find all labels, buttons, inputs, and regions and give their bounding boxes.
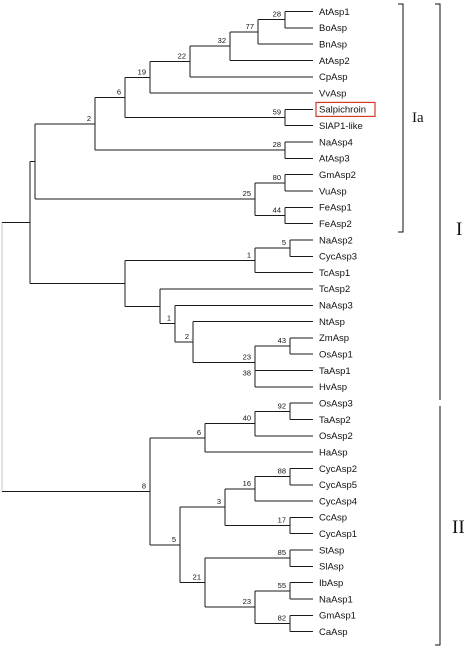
- bootstrap-stsl: 85: [278, 548, 286, 557]
- leaf-label-osasp2: OsAsp2: [319, 431, 353, 442]
- bootstrap-tocp: 22: [178, 51, 186, 60]
- leaf-label-haasp: HaAsp: [319, 447, 348, 458]
- leaf-label-gmasp2: GmAsp2: [319, 170, 356, 181]
- bootstrap-gmca: 82: [278, 614, 286, 623]
- bootstrap-gmvufe: 25: [243, 189, 251, 198]
- leaf-label-slap1-like: SlAP1-like: [319, 121, 363, 132]
- bootstrap-atbobn: 77: [246, 22, 254, 31]
- leaf-label-ntasp: NtAsp: [319, 317, 345, 328]
- leaf-label-naasp4: NaAsp4: [319, 137, 353, 148]
- bootstrap-atbo: 28: [273, 10, 281, 19]
- leaf-label-feasp1: FeAsp1: [319, 203, 352, 214]
- leaf-label-salpichroin: Salpichroin: [319, 105, 366, 116]
- leaf-label-osasp3: OsAsp3: [319, 398, 353, 409]
- leaf-label-cpasp: CpAsp: [319, 72, 348, 83]
- clade-label-I: I: [456, 219, 462, 240]
- bootstrap-tovv: 19: [138, 67, 146, 76]
- bracket-Ia: [398, 3, 404, 233]
- leaf-label-gmasp1: GmAsp1: [319, 611, 356, 622]
- leaf-label-ccasp: CcAsp: [319, 513, 347, 524]
- leaf-label-vuasp: VuAsp: [319, 186, 347, 197]
- bootstrap-toha: 6: [197, 428, 201, 437]
- leaf-label-cycasp4: CycAsp4: [319, 496, 357, 507]
- bootstrap-n21: 21: [193, 573, 201, 582]
- bootstrap-gmvu: 80: [273, 173, 281, 182]
- leaf-label-tcasp2: TcAsp2: [319, 284, 350, 295]
- bootstrap-naat: 28: [273, 140, 281, 149]
- bootstrap-n5: 5: [172, 535, 176, 544]
- bootstrap-zm23: 23: [243, 352, 251, 361]
- bootstrap-cyc25: 88: [278, 467, 286, 476]
- bootstrap-ibna: 55: [278, 581, 286, 590]
- bootstrap-ostaos: 40: [243, 414, 251, 423]
- leaf-label-ibasp: IbAsp: [319, 578, 343, 589]
- leaf-label-cycasp2: CycAsp2: [319, 464, 357, 475]
- highlight-box: [315, 101, 376, 118]
- leaf-label-atasp3: AtAsp3: [319, 154, 350, 165]
- leaf-label-naasp3: NaAsp3: [319, 301, 353, 312]
- leaf-label-taasp2: TaAsp2: [319, 415, 351, 426]
- bootstrap-cyc3: 3: [217, 497, 221, 506]
- bracket-II: [435, 406, 441, 646]
- leaf-label-naasp2: NaAsp2: [319, 235, 353, 246]
- bootstrap-tosal: 6: [117, 87, 121, 96]
- leaf-label-bnasp: BnAsp: [319, 39, 347, 50]
- bootstrap-n23: 23: [243, 597, 251, 606]
- leaf-label-slasp: SlAsp: [319, 562, 344, 573]
- bootstrap-n8: 8: [142, 481, 146, 490]
- bootstrap-fe: 44: [273, 206, 281, 215]
- bootstrap-labels: 2619223277285928258044151223433886409253…: [87, 10, 286, 623]
- clade-label-Ia: Ia: [412, 110, 424, 126]
- leaf-label-vvasp: VvAsp: [319, 88, 346, 99]
- bracket-I: [435, 3, 441, 400]
- leaf-label-cycasp1: CycAsp1: [319, 529, 357, 540]
- leaf-label-feasp2: FeAsp2: [319, 219, 352, 230]
- bootstrap-totc1: 1: [247, 250, 251, 259]
- bootstrap-salsl: 59: [273, 108, 281, 117]
- bootstrap-nacyc: 5: [282, 238, 286, 247]
- clade-label-II: II: [452, 517, 465, 538]
- bootstrap-iamain: 2: [87, 114, 91, 123]
- bootstrap-zmos: 43: [278, 336, 286, 345]
- leaf-label-boasp: BoAsp: [319, 23, 347, 34]
- leaf-labels: AtAsp1 BoAsp BnAsp AtAsp2 CpAsp VvAsp Salpichr…: [319, 7, 366, 638]
- bootstrap-deepib: 1: [167, 314, 171, 323]
- leaf-label-tcasp1: TcAsp1: [319, 268, 350, 279]
- leaf-label-atasp1: AtAsp1: [319, 7, 350, 18]
- bootstrap-tahv38: 38: [243, 369, 251, 378]
- bootstrap-inner2: 2: [185, 332, 189, 341]
- leaf-label-cycasp5: CycAsp5: [319, 480, 357, 491]
- tree-branches: [1, 11, 313, 633]
- leaf-label-naasp1: NaAsp1: [319, 594, 353, 605]
- leaf-label-caasp: CaAsp: [319, 627, 348, 638]
- bootstrap-cyc16: 16: [243, 479, 251, 488]
- bootstrap-atbobnat2: 32: [218, 36, 226, 45]
- clade-brackets: Ia I II: [398, 3, 465, 646]
- bootstrap-cccyc: 17: [278, 516, 286, 525]
- leaf-label-zmasp: ZmAsp: [319, 333, 349, 344]
- leaf-label-osasp1: OsAsp1: [319, 350, 353, 361]
- leaf-label-hvasp: HvAsp: [319, 382, 347, 393]
- leaf-label-cycasp3: CycAsp3: [319, 252, 357, 263]
- leaf-label-stasp: StAsp: [319, 545, 344, 556]
- leaf-label-atasp2: AtAsp2: [319, 56, 350, 67]
- bootstrap-osta: 92: [278, 401, 286, 410]
- leaf-label-taasp1: TaAsp1: [319, 366, 351, 377]
